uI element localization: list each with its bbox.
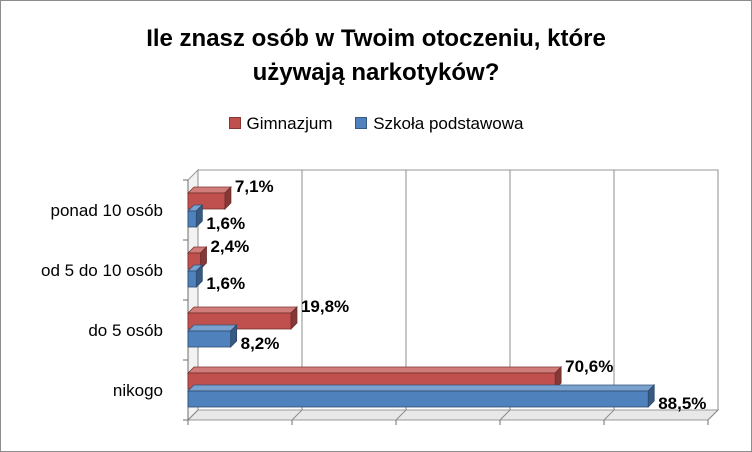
chart-title-line-1: Ile znasz osób w Twoim otoczeniu, które — [146, 25, 606, 52]
bar-1-2 — [187, 330, 232, 348]
bar-top-1-2 — [187, 324, 238, 332]
legend-swatch-szkola-podstawowa — [355, 117, 368, 129]
category-label-1: od 5 do 10 osób — [41, 261, 163, 280]
bar-top-1-3 — [187, 384, 656, 392]
floor-gridline-5 — [707, 409, 719, 421]
data-label-0-0: 7,1% — [235, 177, 274, 196]
bar-1-1 — [187, 270, 197, 288]
bar-top-0-0 — [187, 186, 232, 194]
bar-1-3 — [187, 390, 649, 408]
data-label-1-0: 1,6% — [206, 214, 245, 233]
floor-gridline-4 — [603, 409, 615, 421]
category-label-0: ponad 10 osób — [51, 201, 164, 220]
floor-gridline-3 — [499, 409, 511, 421]
chart-title: Ile znasz osób w Twoim otoczeniu, które … — [0, 22, 752, 90]
legend-item-szkola-podstawowa: Szkoła podstawowa — [355, 114, 523, 134]
chart-title-line-2: używają narkotyków? — [252, 59, 500, 86]
legend: Gimnazjum Szkoła podstawowa — [0, 114, 752, 134]
category-label-3: nikogo — [113, 381, 163, 400]
bar-top-0-2 — [187, 306, 298, 314]
data-label-1-3: 88,5% — [658, 394, 706, 413]
data-label-0-3: 70,6% — [565, 357, 613, 376]
floor-gridline-0 — [187, 409, 199, 421]
floor-gridline-1 — [291, 409, 303, 421]
data-label-0-2: 19,8% — [301, 297, 349, 316]
legend-label-gimnazjum: Gimnazjum — [246, 114, 333, 133]
legend-item-gimnazjum: Gimnazjum — [228, 114, 333, 134]
data-label-1-1: 1,6% — [206, 274, 245, 293]
category-label-2: do 5 osób — [88, 321, 163, 340]
bar-1-0 — [187, 210, 197, 228]
plot-floor — [186, 409, 720, 421]
legend-swatch-gimnazjum — [228, 117, 241, 129]
bar-top-0-3 — [187, 366, 563, 374]
data-label-1-2: 8,2% — [241, 334, 280, 353]
legend-label-szkola-podstawowa: Szkoła podstawowa — [373, 114, 524, 133]
floor-gridline-2 — [395, 409, 407, 421]
data-label-0-1: 2,4% — [210, 237, 249, 256]
